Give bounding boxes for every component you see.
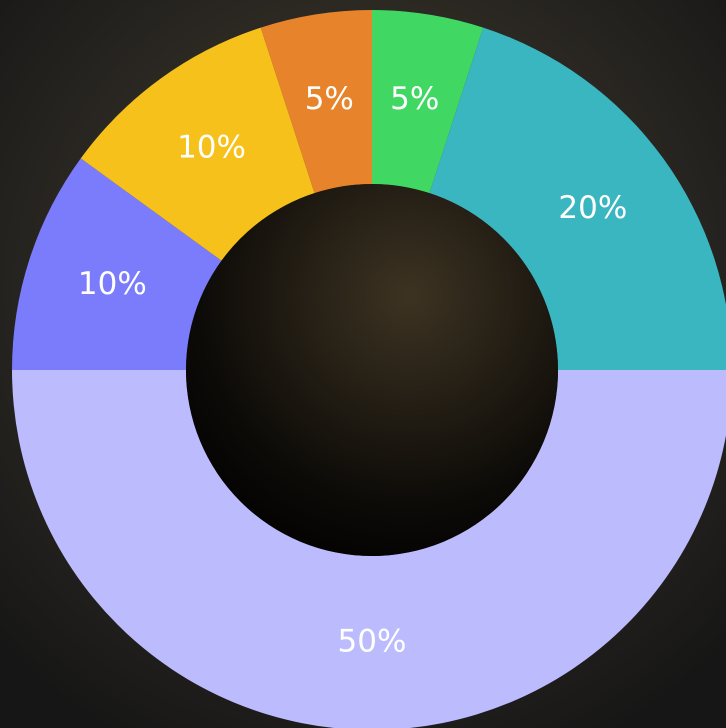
value-label: 5% — [305, 81, 354, 117]
donut-slice — [372, 10, 484, 194]
value-label: 5% — [390, 81, 439, 117]
donut-slice — [260, 10, 372, 194]
value-label: 50% — [338, 624, 407, 660]
value-label: 10% — [177, 130, 246, 166]
donut-slice — [429, 27, 726, 370]
donut-slice — [80, 27, 315, 261]
donut-slice — [12, 370, 726, 728]
donut-hole — [186, 184, 558, 556]
value-label: 20% — [558, 190, 627, 226]
value-label: 10% — [78, 266, 147, 302]
donut-slice — [12, 158, 222, 370]
